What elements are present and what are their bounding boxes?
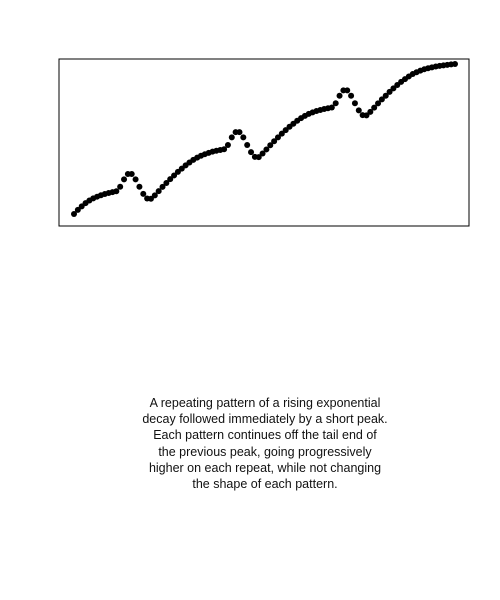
caption-line: Each pattern continues off the tail end … [153,428,377,443]
data-point [363,112,370,119]
data-point [117,183,124,190]
data-point [140,190,147,197]
data-point [355,107,362,114]
data-points [71,61,458,217]
data-point [348,92,355,99]
data-point [236,129,243,136]
data-point [113,188,120,195]
data-point [71,210,77,217]
data-point [375,100,382,107]
data-point [128,170,135,177]
data-point [167,176,174,183]
data-point [278,130,285,137]
data-point [382,92,389,99]
data-point [452,61,458,68]
data-point [74,206,81,213]
data-point [336,92,343,99]
data-point [386,88,393,95]
data-point [136,183,143,190]
caption-line: the previous peak, going progressively [158,444,372,459]
data-point [378,96,385,103]
data-point [332,100,339,107]
data-point [259,150,266,157]
data-point [244,141,251,148]
data-point [263,146,270,153]
data-point [159,183,166,190]
figure-caption: A repeating pattern of a rising exponent… [110,395,420,492]
data-point [151,192,158,199]
data-point [132,176,139,183]
data-point [328,104,335,111]
data-point [267,142,274,149]
caption-line: the shape of each pattern. [192,477,338,492]
data-point [240,134,247,141]
data-point [282,127,289,134]
data-point [147,195,154,202]
data-point [344,87,351,94]
data-point [171,172,178,179]
data-point [228,134,235,141]
caption-line: A repeating pattern of a rising exponent… [149,396,381,410]
data-point [121,176,128,183]
scatter-chart [58,58,470,227]
data-point [271,138,278,145]
data-point [367,108,374,115]
caption-line: decay followed immediately by a short pe… [142,412,388,427]
data-point [255,154,262,161]
data-point [248,149,255,156]
data-point [371,104,378,111]
data-point [224,141,231,148]
data-point [155,188,162,195]
data-point [163,179,170,186]
data-point [221,146,228,153]
plot-frame [58,58,470,227]
caption-line: higher on each repeat, while not changin… [148,460,382,475]
data-point [274,134,281,141]
data-point [351,100,358,107]
